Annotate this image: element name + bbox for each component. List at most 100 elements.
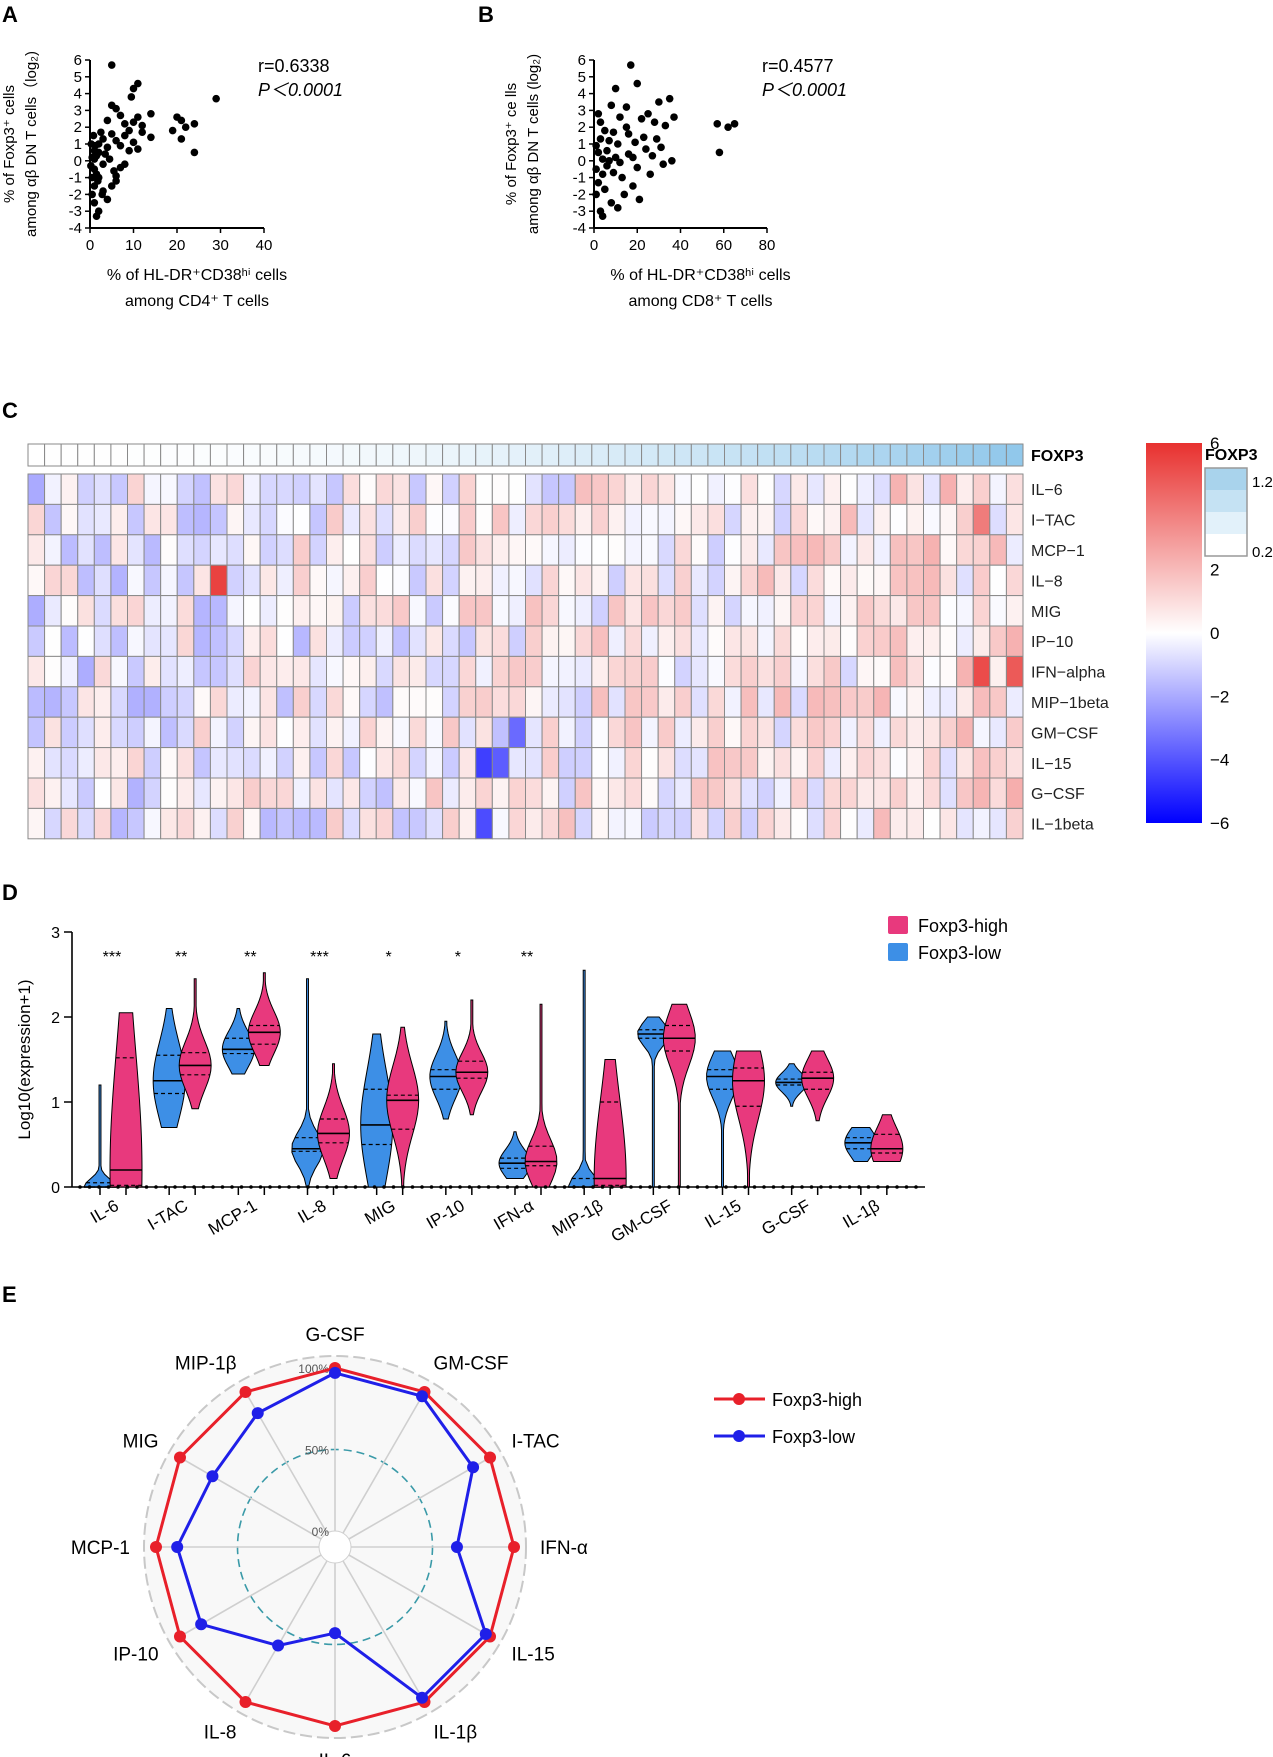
heatmap-cell: [690, 625, 709, 657]
heatmap-cell: [375, 747, 394, 779]
foxp3-annotation-cell: [607, 443, 626, 467]
baseline-dot: [714, 1185, 719, 1189]
radar-spoke: [244, 1560, 328, 1703]
violin: [83, 1084, 117, 1188]
heatmap-cell: [259, 473, 278, 505]
baseline-dot: [458, 1185, 462, 1189]
heatmap-cell: [906, 686, 925, 718]
heatmap-cell: [143, 777, 162, 809]
heatmap-cell: [259, 686, 278, 718]
heatmap-cell: [326, 503, 344, 536]
heatmap-cell: [1005, 473, 1024, 505]
heatmap-cell: [607, 595, 626, 627]
heatmap-cell: [923, 686, 941, 718]
heatmap-cell: [757, 807, 775, 840]
data-point: [622, 123, 631, 131]
heatmap-cell: [127, 807, 145, 840]
heatmap-cell: [674, 777, 692, 809]
heatmap-cell: [309, 777, 327, 809]
foxp3-legend-swatch: [1205, 534, 1247, 556]
heatmap-cell: [342, 534, 361, 566]
heatmap-cell: [889, 777, 908, 809]
heatmap-cell: [60, 595, 79, 627]
heatmap-cell: [989, 716, 1007, 749]
violin: [386, 1026, 420, 1188]
heatmap-cell: [458, 807, 477, 840]
x-category-label: IL-15: [701, 1196, 744, 1232]
heatmap-cell: [176, 777, 195, 809]
heatmap-cell: [375, 595, 394, 627]
heatmap-cell: [574, 503, 593, 536]
heatmap-cell: [806, 534, 825, 566]
baseline-dot: [410, 1185, 415, 1189]
x-category-label: I-TAC: [144, 1196, 191, 1234]
heatmap-cell: [541, 625, 560, 657]
heatmap-cell: [541, 564, 560, 597]
x-category-label: IFN-α: [490, 1196, 537, 1234]
heatmap-cell: [773, 473, 792, 505]
baseline-dot: [477, 1185, 481, 1189]
legend-label: Foxp3-high: [918, 916, 1008, 936]
x-category-label: IL-8: [295, 1196, 330, 1227]
heatmap-cell: [392, 595, 410, 627]
data-point: [90, 155, 99, 163]
y-tick-label: -3: [69, 203, 82, 220]
heatmap-cell: [342, 655, 361, 688]
heatmap-cell: [873, 625, 891, 657]
data-point: [596, 135, 605, 143]
heatmap-cell: [176, 595, 195, 627]
radar-spoke: [348, 1456, 491, 1540]
heatmap-cell: [359, 595, 377, 627]
heatmap-cell: [956, 777, 974, 809]
heatmap-cell: [193, 564, 211, 597]
heatmap-cell: [574, 473, 593, 505]
heatmap-cell: [110, 807, 128, 840]
heatmap-cell: [757, 747, 775, 779]
heatmap-cell: [359, 686, 377, 718]
heatmap-cell: [209, 716, 228, 749]
correlation-r: r=0.4577: [762, 56, 834, 76]
heatmap-cell: [690, 686, 709, 718]
heatmap-cell: [1005, 564, 1024, 597]
heatmap-cell: [641, 686, 659, 718]
x-category-label: GM-CSF: [608, 1196, 676, 1246]
heatmap-cell: [773, 534, 792, 566]
p-value: P＜0.0001: [762, 80, 847, 100]
baseline-dot: [296, 1185, 301, 1189]
heatmap-cell: [342, 716, 361, 749]
violin: [567, 969, 601, 1188]
heatmap-cell: [508, 716, 526, 749]
heatmap-cell: [624, 655, 643, 688]
heatmap-cell: [508, 777, 526, 809]
foxp3-annotation-cell: [707, 443, 726, 467]
heatmap-cell: [989, 747, 1007, 779]
heatmap-cell: [889, 807, 908, 840]
heatmap-cell: [972, 807, 991, 840]
heatmap-cell: [243, 807, 261, 840]
significance-mark: **: [175, 949, 187, 966]
heatmap-cell: [574, 625, 593, 657]
heatmap-cell: [292, 777, 311, 809]
data-point: [648, 151, 657, 160]
heatmap-cell: [657, 716, 676, 749]
data-point: [125, 126, 133, 135]
baseline-dot: [401, 1185, 405, 1189]
heatmap-cell: [972, 564, 991, 597]
heatmap-cell: [889, 595, 908, 627]
heatmap-cell: [60, 747, 79, 779]
heatmap-cell: [342, 473, 361, 505]
data-point: [633, 163, 642, 172]
heatmap-cell: [707, 807, 726, 840]
panel-label-a: A: [2, 2, 18, 27]
radar-spoke: [342, 1391, 426, 1534]
heatmap-cell: [309, 807, 327, 840]
heatmap-cell: [724, 534, 742, 566]
y-tick-label: 1: [51, 1095, 60, 1112]
heatmap-cell: [806, 473, 825, 505]
heatmap-cell: [856, 716, 875, 749]
heatmap-cell: [243, 655, 261, 688]
heatmap-cell: [292, 807, 311, 840]
heatmap-cell: [276, 564, 294, 597]
heatmap-cell: [110, 747, 128, 779]
